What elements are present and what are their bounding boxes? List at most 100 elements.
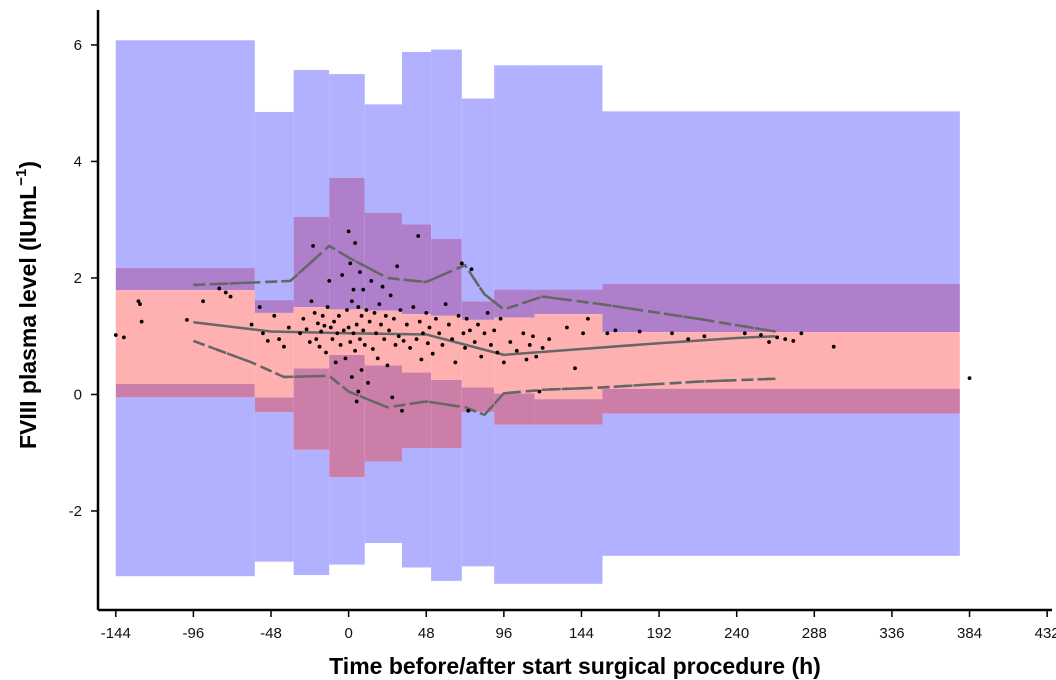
data-point-17 bbox=[286, 325, 291, 330]
outer-band-upper-5 bbox=[401, 51, 432, 225]
data-point-89 bbox=[401, 338, 406, 343]
data-point-86 bbox=[396, 334, 401, 339]
x-tick-label: -96 bbox=[183, 625, 205, 642]
middle-band-lower-5 bbox=[401, 372, 432, 449]
data-point-128 bbox=[514, 348, 519, 353]
data-point-23 bbox=[311, 244, 315, 248]
inner-band-0 bbox=[115, 290, 255, 384]
data-point-81 bbox=[388, 293, 393, 298]
middle-band-lower-2 bbox=[293, 368, 330, 450]
data-point-130 bbox=[524, 357, 529, 362]
data-point-149 bbox=[767, 340, 771, 344]
data-point-32 bbox=[325, 305, 330, 309]
data-point-41 bbox=[340, 273, 345, 277]
data-point-70 bbox=[370, 347, 375, 351]
data-point-115 bbox=[467, 328, 472, 333]
data-point-74 bbox=[377, 302, 382, 307]
middle-band-lower-4 bbox=[364, 365, 402, 462]
data-point-95 bbox=[417, 319, 422, 324]
data-point-85 bbox=[395, 264, 400, 269]
data-point-154 bbox=[831, 344, 836, 349]
data-point-72 bbox=[374, 331, 379, 336]
data-point-143 bbox=[637, 329, 642, 334]
outer-band-upper-7 bbox=[461, 98, 495, 302]
data-point-33 bbox=[327, 278, 332, 283]
outer-band-lower-6 bbox=[431, 448, 462, 581]
middle-band-lower-6 bbox=[431, 379, 462, 449]
middle-band-upper-4 bbox=[364, 212, 402, 311]
x-tick-label: 144 bbox=[569, 625, 594, 642]
data-point-101 bbox=[430, 351, 435, 356]
middle-band-upper-8 bbox=[494, 289, 535, 318]
x-axis-title: Time before/after start surgical procedu… bbox=[329, 653, 821, 679]
data-point-13 bbox=[265, 338, 270, 343]
x-tick-label: 192 bbox=[647, 625, 672, 642]
outer-band-upper-10 bbox=[602, 111, 960, 284]
data-point-3 bbox=[138, 302, 142, 307]
data-point-27 bbox=[317, 344, 322, 349]
data-point-142 bbox=[613, 328, 618, 333]
data-point-25 bbox=[314, 337, 319, 342]
outer-band-upper-1 bbox=[254, 111, 294, 301]
data-point-12 bbox=[261, 331, 265, 336]
middle-band-upper-5 bbox=[401, 224, 432, 315]
data-point-6 bbox=[201, 299, 206, 304]
data-point-0 bbox=[113, 333, 118, 337]
data-point-30 bbox=[322, 323, 327, 328]
data-point-20 bbox=[304, 327, 309, 332]
data-point-103 bbox=[437, 331, 442, 336]
middle-band-lower-9 bbox=[534, 399, 603, 425]
data-point-123 bbox=[492, 328, 497, 333]
x-tick-label: -48 bbox=[260, 625, 282, 642]
data-point-133 bbox=[534, 354, 539, 359]
y-ticks: -2 0 2 4 6 bbox=[69, 37, 98, 520]
data-point-44 bbox=[345, 308, 349, 312]
data-point-111 bbox=[461, 331, 466, 336]
data-point-66 bbox=[364, 308, 369, 312]
data-point-24 bbox=[312, 311, 317, 315]
outer-band-lower-8 bbox=[494, 424, 535, 584]
series-line-0 bbox=[193, 320, 776, 357]
data-point-83 bbox=[392, 316, 396, 321]
data-point-124 bbox=[495, 350, 500, 355]
x-tick-label: 384 bbox=[957, 625, 982, 642]
data-point-54 bbox=[353, 241, 357, 245]
outer-band-upper-4 bbox=[364, 104, 402, 213]
outer-band-upper-8 bbox=[494, 65, 535, 290]
y-tick-label: -2 bbox=[69, 503, 82, 520]
x-tick-label: 336 bbox=[879, 625, 904, 642]
data-point-113 bbox=[464, 316, 469, 321]
data-point-8 bbox=[223, 290, 228, 295]
data-point-119 bbox=[479, 354, 484, 359]
data-point-43 bbox=[343, 356, 348, 361]
data-point-73 bbox=[375, 356, 380, 361]
data-point-110 bbox=[459, 261, 464, 266]
y-tick-label: 2 bbox=[74, 270, 82, 287]
x-tick-label: 0 bbox=[344, 625, 352, 642]
data-point-100 bbox=[427, 325, 432, 330]
y-tick-label: 6 bbox=[74, 37, 82, 54]
data-point-145 bbox=[686, 337, 691, 342]
data-point-11 bbox=[257, 305, 262, 309]
y-tick-label: 0 bbox=[74, 386, 82, 403]
data-point-16 bbox=[282, 344, 286, 349]
data-point-62 bbox=[359, 368, 364, 372]
y-axis-title-close: ) bbox=[15, 161, 41, 169]
data-point-36 bbox=[332, 319, 336, 324]
x-tick-label: 240 bbox=[724, 625, 749, 642]
inner-band-6 bbox=[431, 315, 462, 380]
data-point-126 bbox=[501, 360, 506, 365]
middle-band-upper-10 bbox=[602, 283, 960, 333]
data-point-80 bbox=[387, 328, 391, 333]
data-point-21 bbox=[307, 340, 312, 344]
data-point-99 bbox=[425, 341, 430, 346]
data-point-59 bbox=[358, 270, 362, 275]
data-point-120 bbox=[482, 331, 487, 336]
axes bbox=[96, 10, 1052, 612]
outer-band-lower-4 bbox=[364, 461, 402, 544]
data-point-61 bbox=[359, 313, 364, 318]
data-point-75 bbox=[379, 322, 383, 327]
data-point-118 bbox=[476, 322, 480, 327]
data-point-152 bbox=[791, 338, 796, 343]
